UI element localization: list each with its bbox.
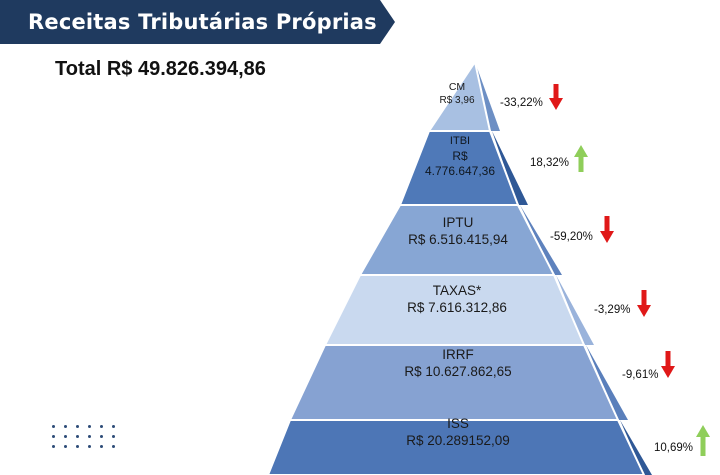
- decorative-dot: [64, 425, 67, 428]
- down-arrow-iptu: [600, 216, 614, 243]
- change-itbi: 18,32%: [530, 157, 570, 169]
- level-value-taxas: R$ 7.616.312,86: [407, 300, 507, 315]
- decorative-dot: [100, 435, 103, 438]
- level-label-iptu: IPTU R$ 6.516.415,94: [408, 214, 508, 248]
- level-label-irrf: IRRF R$ 10.627.862,65: [404, 346, 511, 380]
- level-value-iptu: R$ 6.516.415,94: [408, 232, 508, 247]
- level-name-iptu: IPTU: [442, 215, 474, 230]
- decorative-dot: [88, 435, 91, 438]
- decorative-dot: [64, 435, 67, 438]
- level-value-irrf: R$ 10.627.862,65: [404, 364, 512, 379]
- level-label-taxas: TAXAS* R$ 7.616.312,86: [407, 282, 507, 316]
- level-name-itbi: ITBI: [449, 135, 471, 147]
- side-face-iptu: [520, 205, 562, 275]
- total-value: Total R$ 49.826.394,86: [55, 58, 266, 80]
- decorative-dot: [112, 435, 115, 438]
- level-name-taxas: TAXAS*: [432, 283, 482, 298]
- decorative-dot: [88, 445, 91, 448]
- level-value-cm: R$ 3,96: [439, 95, 475, 106]
- page-title: Receitas Tributárias Próprias: [28, 10, 377, 34]
- down-arrow-cm: [549, 84, 563, 110]
- level-name-iss: ISS: [447, 416, 469, 431]
- title-banner: [0, 0, 395, 44]
- change-iss: 10,69%: [654, 442, 694, 454]
- decorative-dot: [76, 445, 79, 448]
- side-face-taxas: [556, 275, 594, 345]
- decorative-dot: [112, 445, 115, 448]
- level-name-cm: CM: [448, 81, 466, 93]
- decorative-dot-grid: [52, 425, 118, 449]
- level-label-iss: ISS R$ 20.289152,09: [406, 415, 510, 449]
- decorative-dot: [52, 445, 55, 448]
- change-cm: -33,22%: [500, 97, 543, 109]
- level-value-iss: R$ 20.289152,09: [406, 433, 510, 448]
- decorative-dot: [76, 435, 79, 438]
- up-arrow-itbi: [574, 145, 588, 172]
- level-label-itbi: ITBI R$ 4.776.647,36: [425, 134, 495, 179]
- side-face-iss: [620, 420, 652, 475]
- decorative-dot: [52, 435, 55, 438]
- side-face-irrf: [586, 345, 628, 420]
- decorative-dot: [88, 425, 91, 428]
- decorative-dot: [52, 425, 55, 428]
- change-iptu: -59,20%: [550, 231, 593, 243]
- decorative-dot: [100, 445, 103, 448]
- side-face-cm: [475, 62, 500, 131]
- change-taxas: -3,29%: [594, 304, 631, 316]
- level-iss: [266, 419, 646, 475]
- decorative-dot: [64, 445, 67, 448]
- decorative-dot: [76, 425, 79, 428]
- change-irrf: -9,61%: [622, 369, 659, 381]
- level-value-itbi-prefix: R$: [452, 149, 468, 163]
- decorative-dot: [112, 425, 115, 428]
- down-arrow-taxas: [637, 290, 651, 317]
- up-arrow-iss: [696, 425, 710, 456]
- level-name-irrf: IRRF: [442, 347, 474, 362]
- down-arrow-irrf: [661, 351, 675, 378]
- side-face-itbi: [492, 131, 528, 205]
- level-value-itbi: 4.776.647,36: [424, 164, 496, 178]
- decorative-dot: [100, 425, 103, 428]
- level-label-cm: CM R$ 3,96: [439, 80, 474, 108]
